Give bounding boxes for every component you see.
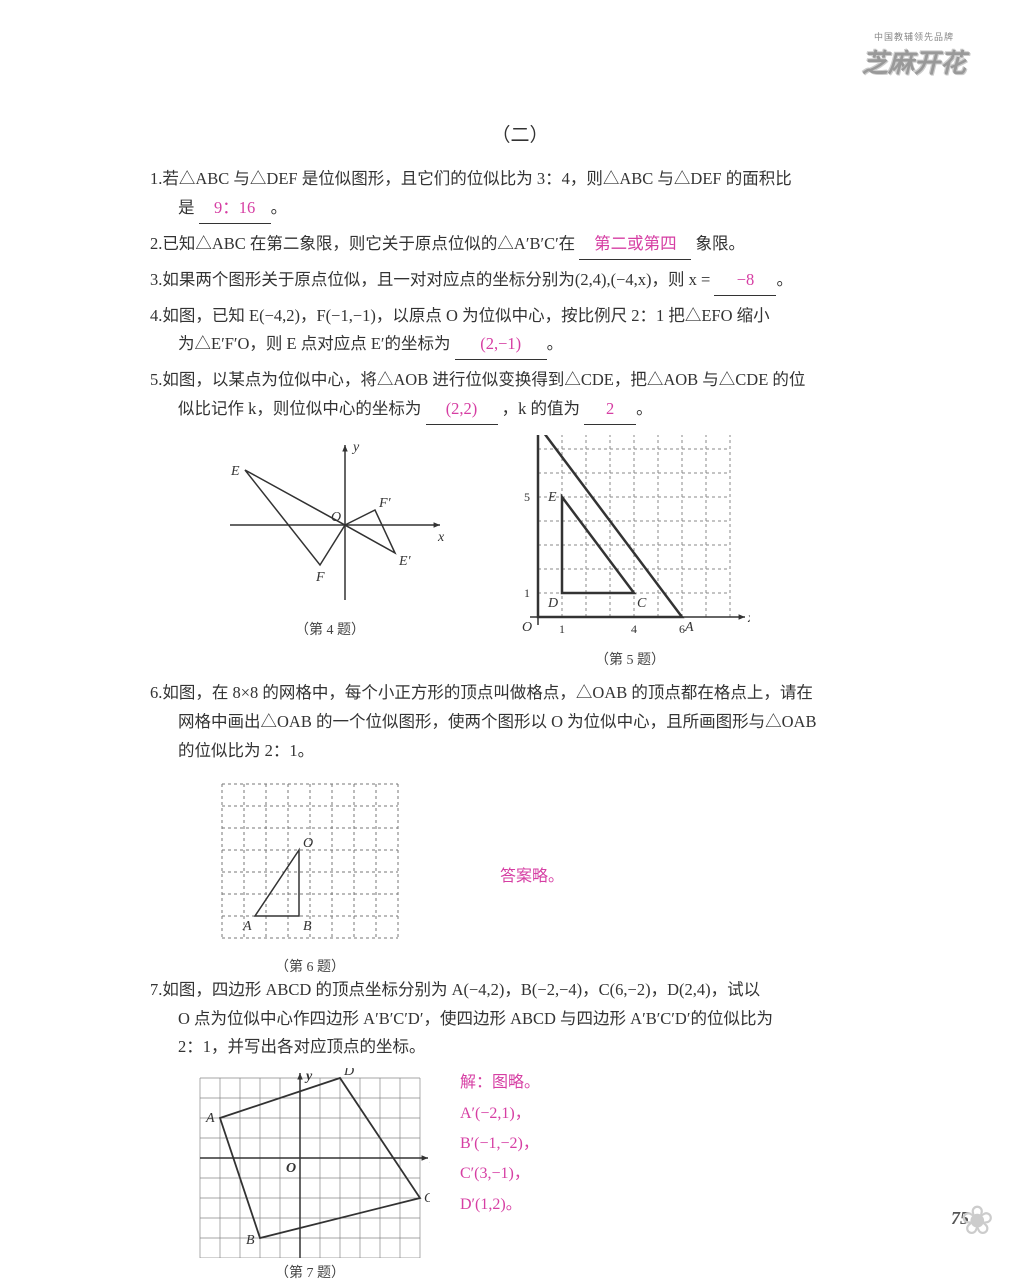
text: 如图，以某点为位似中心，将△AOB 进行位似变换得到△CDE，把△AOB 与△C… [162, 370, 805, 389]
problem-6: 6.如图，在 8×8 的网格中，每个小正方形的顶点叫做格点，△OAB 的顶点都在… [150, 679, 890, 766]
answer-blank: 2 [584, 395, 636, 425]
problem-number: 6. [150, 679, 162, 708]
answer-line: A′(−2,1)， [460, 1099, 540, 1129]
text: 若△ABC 与△DEF 是位似图形，且它们的位似比为 3：4，则△ABC 与△D… [162, 169, 791, 188]
svg-text:E: E [547, 490, 557, 505]
text: 已知△ABC 在第二象限，则它关于原点位似的△A′B′C′在 [162, 234, 575, 253]
answer-blank: 9：16 [199, 194, 271, 224]
svg-text:C: C [424, 1191, 430, 1206]
figure-4-svg: E F E′ F′ Ox y [210, 435, 450, 615]
problem-7: 7.如图，四边形 ABCD 的顶点坐标分别为 A(−4,2)，B(−2,−4)，… [150, 976, 890, 1063]
corner-flourish-icon: ❀ [960, 1197, 994, 1244]
figure-7: Ox y A B C D （第 7 题） [190, 1068, 430, 1282]
answer-line: 解：图略。 [460, 1068, 540, 1098]
figure-caption: （第 6 题） [210, 956, 410, 976]
text: O 点为位似中心作四边形 A′B′C′D′，使四边形 ABCD 与四边形 A′B… [150, 1009, 773, 1028]
problem-2: 2.已知△ABC 在第二象限，则它关于原点位似的△A′B′C′在 第二或第四 象… [150, 230, 890, 260]
svg-text:O: O [286, 1161, 296, 1176]
figure-5-svg: OxyABCDE146158 [510, 435, 750, 645]
figure-5: OxyABCDE146158 （第 5 题） [510, 435, 750, 669]
text: 。 [636, 399, 653, 418]
svg-text:A: A [242, 919, 252, 934]
svg-text:D: D [343, 1068, 354, 1079]
problem-number: 2. [150, 230, 162, 259]
answer-blank: (2,2) [426, 395, 498, 425]
svg-text:F′: F′ [378, 496, 392, 511]
figure-7-row: Ox y A B C D （第 7 题） 解：图略。 A′(−2,1)， B′(−1,−2… [190, 1068, 890, 1282]
problem-number: 3. [150, 266, 162, 295]
page-content: （二） 1.若△ABC 与△DEF 是位似图形，且它们的位似比为 3：4，则△A… [150, 120, 890, 1282]
svg-text:x: x [429, 1152, 430, 1167]
svg-text:O: O [522, 620, 532, 635]
answer-line: B′(−1,−2)， [460, 1129, 540, 1159]
figure-7-svg: Ox y A B C D [190, 1068, 430, 1258]
section-title: （二） [150, 120, 890, 147]
svg-text:A: A [205, 1111, 215, 1126]
figure-6-row: O A B （第 6 题） 答案略。 [210, 772, 890, 976]
brand-name: 芝麻开花 [844, 43, 984, 80]
problem-number: 4. [150, 302, 162, 331]
problem-number: 1. [150, 165, 162, 194]
text: 。 [547, 334, 564, 353]
answer-text: 答案略。 [500, 862, 564, 886]
answer-line: C′(3,−1)， [460, 1159, 540, 1189]
svg-text:D: D [547, 596, 558, 611]
svg-text:y: y [304, 1069, 313, 1084]
text: 是 [150, 198, 195, 217]
text: 的位似比为 2：1。 [150, 741, 314, 760]
text: 网格中画出△OAB 的一个位似图形，使两个图形以 O 为位似中心，且所画图形与△… [150, 712, 816, 731]
svg-text:B: B [303, 919, 312, 934]
svg-text:1: 1 [524, 586, 530, 600]
svg-text:x: x [437, 530, 445, 545]
problem-3: 3.如果两个图形关于原点位似，且一对对应点的坐标分别为(2,4),(−4,x)，… [150, 266, 890, 296]
svg-text:O: O [331, 510, 341, 525]
figure-caption: （第 7 题） [190, 1262, 430, 1282]
svg-text:4: 4 [631, 622, 637, 636]
svg-text:C: C [637, 596, 647, 611]
answer-blank: −8 [714, 266, 776, 296]
text: 为△E′F′O，则 E 点对应点 E′的坐标为 [150, 334, 451, 353]
text: 似比记作 k，则位似中心的坐标为 [150, 399, 421, 418]
problem-number: 5. [150, 366, 162, 395]
answer-blank: (2,−1) [455, 330, 547, 360]
problem-1: 1.若△ABC 与△DEF 是位似图形，且它们的位似比为 3：4，则△ABC 与… [150, 165, 890, 224]
figure-6: O A B （第 6 题） [210, 772, 410, 976]
text: 如果两个图形关于原点位似，且一对对应点的坐标分别为(2,4),(−4,x)，则 … [162, 270, 710, 289]
figure-caption: （第 4 题） [210, 619, 450, 639]
figure-caption: （第 5 题） [510, 649, 750, 669]
text: 。 [271, 198, 288, 217]
text: 。 [776, 270, 793, 289]
text: 如图，在 8×8 的网格中，每个小正方形的顶点叫做格点，△OAB 的顶点都在格点… [162, 683, 813, 702]
text: 如图，已知 E(−4,2)，F(−1,−1)，以原点 O 为位似中心，按比例尺 … [162, 306, 769, 325]
svg-text:E: E [230, 464, 240, 479]
svg-text:6: 6 [679, 622, 685, 636]
problem-number: 7. [150, 976, 162, 1005]
svg-text:5: 5 [524, 490, 530, 504]
svg-text:A: A [684, 620, 694, 635]
brand-tagline: 中国教辅领先品牌 [844, 30, 984, 43]
figure-4: E F E′ F′ Ox y （第 4 题） [210, 435, 450, 669]
figure-6-svg: O A B [210, 772, 410, 952]
problem-4: 4.如图，已知 E(−4,2)，F(−1,−1)，以原点 O 为位似中心，按比例… [150, 302, 890, 361]
answer-line: D′(1,2)。 [460, 1190, 540, 1220]
text: 2：1，并写出各对应顶点的坐标。 [150, 1037, 426, 1056]
svg-text:E′: E′ [398, 554, 412, 569]
svg-text:y: y [351, 440, 360, 455]
answer-blank: 第二或第四 [579, 230, 691, 260]
svg-text:F: F [315, 570, 325, 585]
text: 如图，四边形 ABCD 的顶点坐标分别为 A(−4,2)，B(−2,−4)，C(… [162, 980, 760, 999]
svg-text:O: O [303, 836, 313, 851]
svg-text:x: x [747, 611, 750, 626]
problem-5: 5.如图，以某点为位似中心，将△AOB 进行位似变换得到△CDE，把△AOB 与… [150, 366, 890, 425]
text: ，k 的值为 [502, 399, 580, 418]
svg-text:1: 1 [559, 622, 565, 636]
svg-text:B: B [246, 1233, 255, 1248]
answer-block: 解：图略。 A′(−2,1)， B′(−1,−2)， C′(3,−1)， D′(… [460, 1068, 540, 1220]
text: 象限。 [695, 234, 745, 253]
figures-row-1: EFE′F′Oxy （第 4 题） OxyABCDE146158 （第 5 题） [210, 435, 890, 669]
brand-logo: 中国教辅领先品牌 芝麻开花 [844, 30, 984, 90]
